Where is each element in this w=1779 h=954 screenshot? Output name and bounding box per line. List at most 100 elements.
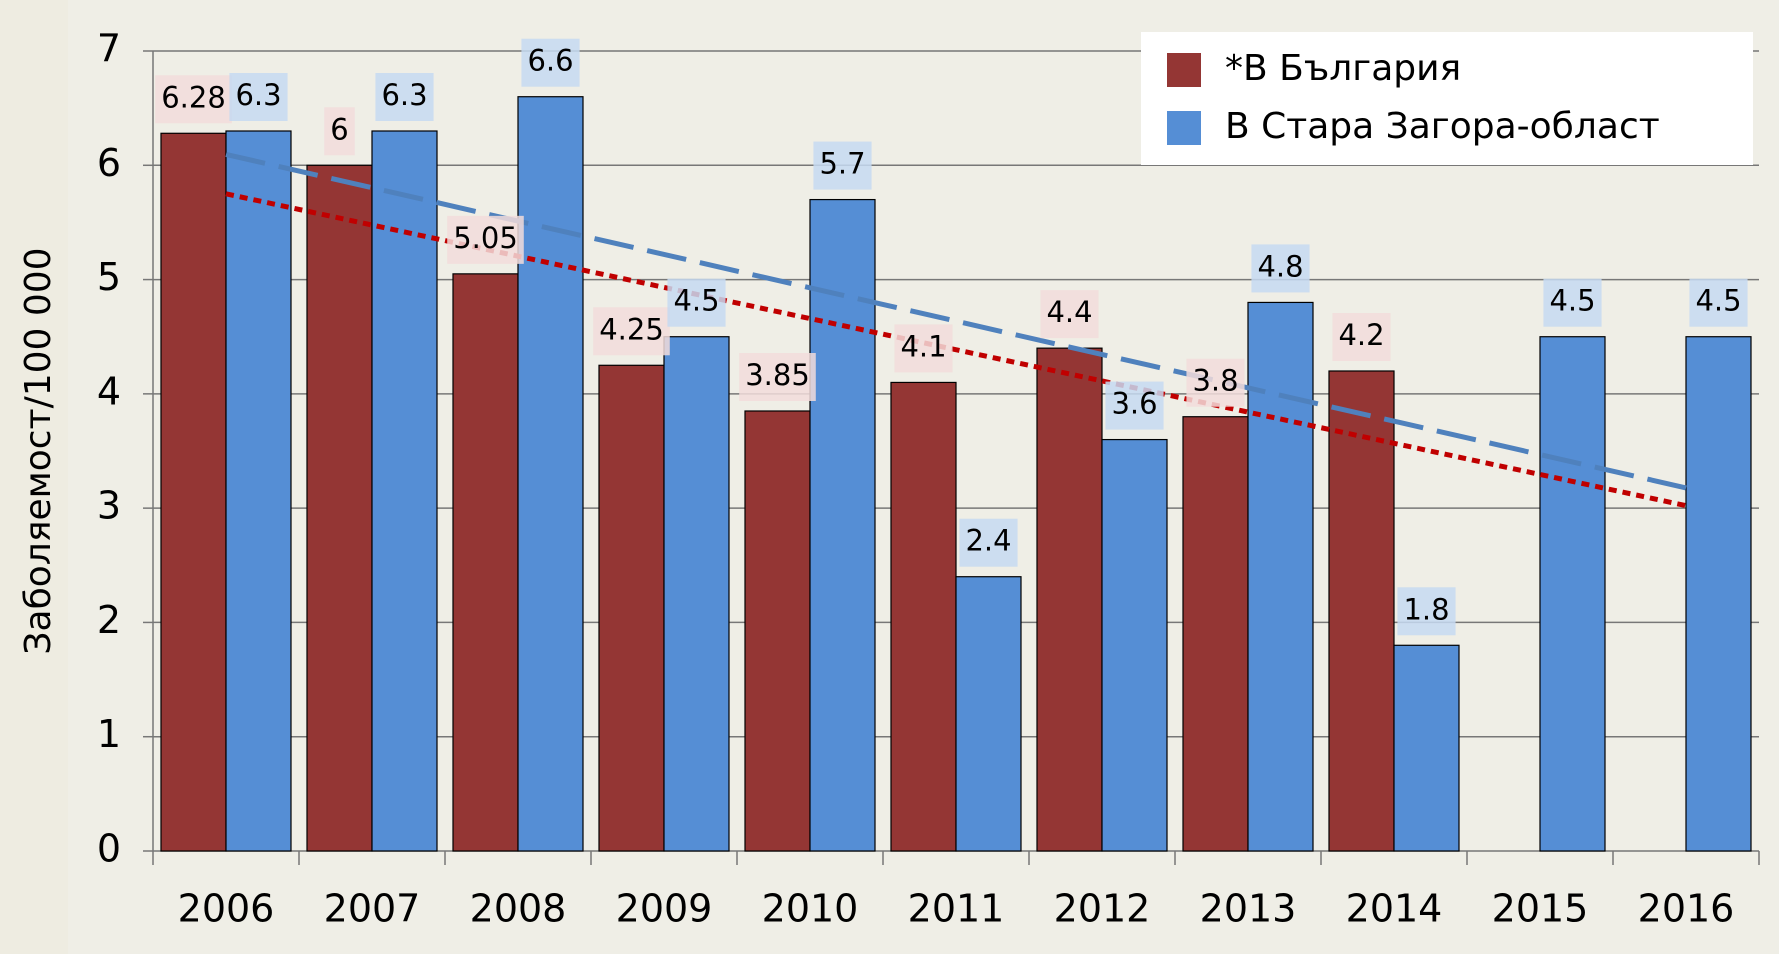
- bar: [1036, 347, 1103, 852]
- x-tick-label: 2010: [762, 887, 859, 931]
- data-label-text: 5.05: [453, 221, 518, 255]
- x-tick-label: 2014: [1346, 887, 1443, 931]
- x-tick-label: 2016: [1638, 887, 1735, 931]
- data-label-bg: [667, 278, 726, 327]
- data-label-text: 4.4: [1046, 295, 1092, 329]
- legend-swatch: [1167, 53, 1201, 87]
- bar: [517, 96, 584, 852]
- bar: [1328, 370, 1395, 852]
- data-label-text: 3.8: [1192, 364, 1238, 398]
- data-label: 4.4: [1040, 290, 1099, 339]
- data-label: 4.1: [894, 324, 953, 373]
- y-tick-label: 3: [97, 484, 121, 528]
- bar: [744, 410, 811, 852]
- data-label-bg: [894, 324, 953, 373]
- data-label-text: 5.7: [819, 147, 865, 181]
- data-label-text: 6.28: [161, 80, 226, 114]
- data-label-bg: [1186, 358, 1245, 407]
- bar: [1247, 301, 1314, 852]
- data-label-text: 1.8: [1403, 592, 1449, 626]
- bar: [1539, 336, 1606, 852]
- data-label-text: 3.6: [1111, 387, 1157, 421]
- x-tick-label: 2006: [178, 887, 275, 931]
- data-label: 3.6: [1105, 381, 1164, 430]
- x-tick-label: 2007: [324, 887, 421, 931]
- data-label-bg: [739, 353, 816, 401]
- x-tick-label: 2013: [1200, 887, 1297, 931]
- bar: [809, 198, 876, 852]
- data-label: 6: [324, 107, 355, 156]
- legend-label: В Стара Загора-област: [1225, 106, 1660, 147]
- bar: [1101, 438, 1168, 852]
- data-label: 4.2: [1332, 313, 1391, 361]
- data-label-bg: [593, 307, 670, 356]
- data-label-bg: [1105, 381, 1164, 430]
- bar: [1182, 416, 1249, 852]
- data-label-text: 4.2: [1338, 318, 1384, 352]
- data-label: 1.8: [1397, 587, 1456, 636]
- y-tick-label: 0: [97, 827, 121, 871]
- x-tick-label: 2012: [1054, 887, 1151, 931]
- data-label-bg: [1397, 587, 1456, 636]
- data-label: 6.3: [375, 73, 434, 121]
- data-label-text: 2.4: [965, 524, 1011, 558]
- x-tick-label: 2011: [908, 887, 1005, 931]
- data-label: 5.7: [813, 141, 872, 190]
- data-label-text: 3.85: [745, 358, 810, 392]
- bar: [1393, 644, 1460, 852]
- data-label: 6.28: [155, 75, 232, 124]
- data-label: 6.6: [521, 38, 580, 87]
- y-axis-title: Заболяемост/100 000: [18, 247, 59, 654]
- data-label-text: 4.1: [900, 329, 946, 363]
- x-tick-label: 2009: [616, 887, 713, 931]
- data-label-bg: [521, 38, 580, 87]
- data-label-text: 6.3: [235, 78, 281, 112]
- bar: [598, 364, 665, 852]
- data-label-text: 4.5: [673, 284, 719, 318]
- data-label-bg: [959, 518, 1018, 567]
- data-label-bg: [1689, 278, 1748, 327]
- data-label: 4.5: [667, 278, 726, 327]
- bar: [890, 381, 957, 852]
- data-label-bg: [1040, 290, 1099, 339]
- data-label-bg: [229, 73, 288, 121]
- x-tick-label: 2008: [470, 887, 567, 931]
- bar: [663, 336, 730, 852]
- y-tick-label: 6: [97, 141, 121, 185]
- trend-line: [225, 151, 1687, 491]
- x-tick-label: 2015: [1492, 887, 1589, 931]
- data-label-text: 4.5: [1695, 284, 1741, 318]
- y-tick-label: 7: [97, 27, 121, 71]
- data-label-bg: [1332, 313, 1391, 361]
- legend-label: *В България: [1225, 48, 1461, 89]
- trend-line: [225, 191, 1687, 509]
- bar: [955, 576, 1022, 852]
- bar: [306, 164, 373, 852]
- data-label: 6.3: [229, 73, 288, 121]
- y-tick-label: 2: [97, 598, 121, 642]
- data-label: 5.05: [447, 215, 524, 264]
- data-label-bg: [447, 215, 524, 264]
- data-label-bg: [375, 73, 434, 121]
- bar: [225, 130, 292, 852]
- data-label-text: 6.3: [381, 78, 427, 112]
- bar: [1685, 336, 1752, 852]
- y-tick-label: 1: [97, 712, 121, 756]
- data-label-bg: [813, 141, 872, 190]
- legend-swatch: [1167, 111, 1201, 145]
- data-label: 4.5: [1689, 278, 1748, 327]
- legend-box: [1141, 32, 1753, 165]
- y-tick-label: 5: [97, 255, 121, 299]
- y-tick-label: 4: [97, 369, 121, 413]
- legend: *В България В Стара Загора-област: [1141, 32, 1753, 165]
- data-label-text: 6: [330, 112, 348, 146]
- data-label: 2.4: [959, 518, 1018, 567]
- bar: [371, 130, 438, 852]
- data-label-bg: [1251, 244, 1310, 293]
- data-label: 4.8: [1251, 244, 1310, 293]
- data-label-bg: [155, 75, 232, 124]
- data-label: 3.8: [1186, 358, 1245, 407]
- data-label-text: 4.25: [599, 312, 664, 346]
- data-label-text: 4.8: [1257, 249, 1303, 283]
